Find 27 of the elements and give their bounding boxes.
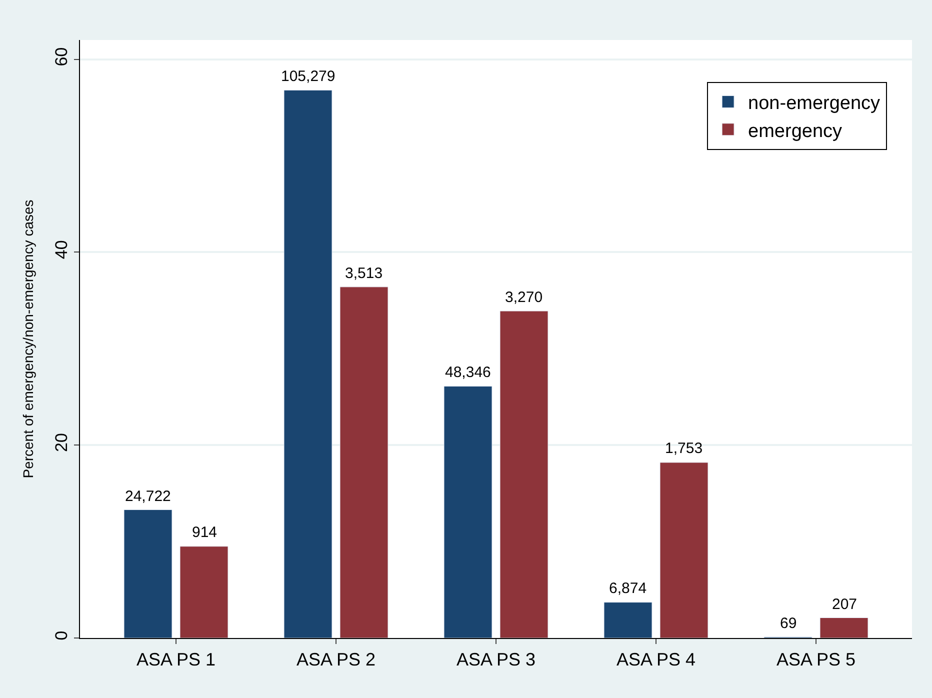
x-tick-label: ASA PS 3 <box>456 650 536 670</box>
annotation: 207 <box>832 596 858 613</box>
bar <box>180 546 228 638</box>
bar <box>660 462 708 638</box>
y-axis-title: Percent of emergency/non-emergency cases <box>20 200 36 478</box>
bar <box>820 618 868 638</box>
legend-label: emergency <box>748 120 843 142</box>
bar <box>124 509 172 638</box>
annotation: 24,722 <box>125 488 171 505</box>
y-tick-label: 60 <box>52 47 72 66</box>
x-tick-label: ASA PS 4 <box>616 650 696 670</box>
legend-label: non-emergency <box>748 93 881 114</box>
x-tick-label: ASA PS 2 <box>296 650 376 670</box>
y-tick-label: 40 <box>52 240 72 260</box>
annotation: 69 <box>780 615 797 632</box>
annotation: 48,346 <box>445 364 491 381</box>
y-tick-label: 0 <box>52 630 72 640</box>
x-tick-label: ASA PS 1 <box>136 650 216 670</box>
annotation: 6,874 <box>609 580 647 597</box>
x-tick-label: ASA PS 5 <box>776 650 856 670</box>
annotation: 105,279 <box>281 68 336 85</box>
bar <box>604 602 652 638</box>
annotation: 3,513 <box>345 265 383 282</box>
annotation: 914 <box>192 524 218 541</box>
annotation: 1,753 <box>665 440 703 457</box>
y-tick-label: 20 <box>52 433 72 452</box>
annotation: 3,270 <box>505 289 543 306</box>
